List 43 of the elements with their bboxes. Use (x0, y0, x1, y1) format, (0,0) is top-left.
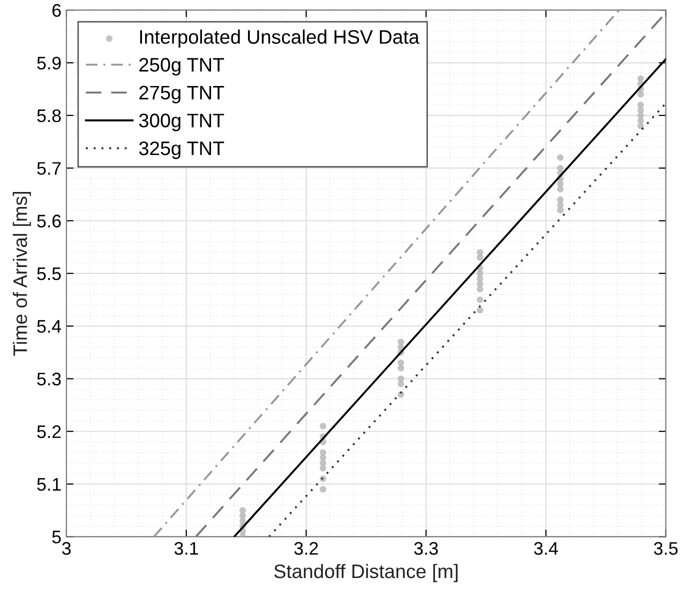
point (557, 206, 564, 214)
y-tick-label: 5.5 (37, 268, 61, 280)
legend-label: 250g TNT (139, 58, 224, 76)
point (476, 249, 484, 256)
y-tick-label: 5.4 (37, 320, 62, 333)
y-tick-label: 5.9 (37, 56, 61, 70)
x-tick-label: 3.5 (654, 542, 678, 555)
y-tick-label: 5 (52, 530, 61, 544)
y-axis-title: Time of Arrival [ms] (12, 192, 31, 356)
y-tick-label: 5.8 (37, 109, 61, 122)
y-tick-label: 5.1 (37, 478, 61, 491)
x-axis-title: Standoff Distance [m] (274, 564, 458, 582)
point (398, 360, 404, 366)
point (637, 75, 644, 82)
point (476, 296, 484, 303)
point (320, 422, 326, 430)
point (320, 486, 326, 493)
x-tick-label: 3.2 (294, 542, 318, 555)
point (557, 164, 564, 172)
point (637, 117, 644, 124)
y-tick-label: 5.6 (37, 214, 61, 228)
point (637, 102, 644, 108)
legend-label: Interpolated Unscaled HSV Data (140, 30, 420, 48)
y-tick-label: 5.7 (37, 162, 61, 175)
point (557, 186, 564, 192)
point (398, 364, 404, 372)
point (476, 307, 484, 314)
legend-label: 300g TNT (139, 114, 224, 132)
point (398, 375, 404, 382)
point (557, 154, 564, 161)
y-tick-label: 6 (52, 4, 61, 17)
legend-label: 325g TNT (139, 141, 224, 160)
point (398, 338, 404, 346)
legend-label: 275g TNT (139, 86, 224, 104)
x-tick-label: 3.3 (414, 542, 438, 555)
y-tick-label: 5.2 (37, 425, 61, 438)
y-tick-label: 5.3 (37, 372, 61, 386)
point (557, 196, 564, 203)
point (320, 449, 326, 456)
x-tick-label: 3 (62, 542, 71, 555)
point (239, 507, 246, 514)
x-tick-label: 3.1 (174, 542, 198, 555)
x-tick-label: 3.4 (534, 542, 558, 555)
